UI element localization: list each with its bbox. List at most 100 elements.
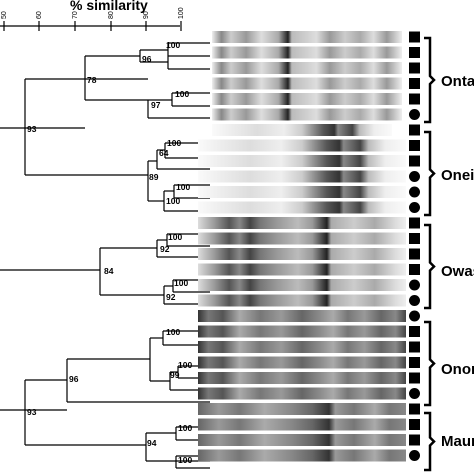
square-marker [409, 341, 420, 353]
scale-tick-label: 90 [143, 11, 150, 19]
node-label: 99 [170, 370, 180, 380]
gel-lanes [198, 31, 406, 462]
gel-lane [212, 62, 402, 74]
circle-marker [409, 279, 420, 291]
circle-marker [409, 202, 420, 213]
gel-lane [212, 46, 402, 59]
group-labels: Onta Oneid Owas Onon Maur [441, 73, 474, 450]
group-label-oneid: Oneid [441, 167, 474, 184]
node-label: 100 [178, 360, 192, 370]
gel-lane [198, 449, 406, 462]
square-marker [409, 47, 420, 58]
scale-tick-label: 60 [36, 11, 43, 19]
gel-lane [198, 294, 406, 307]
group-label-onon: Onon [441, 361, 474, 378]
node-label: 92 [166, 292, 176, 302]
node-label: 100 [166, 327, 180, 337]
node-label: 78 [87, 75, 97, 85]
gel-lane [198, 263, 406, 276]
group-label-owas: Owas [441, 263, 474, 280]
gel-lane [198, 186, 406, 198]
square-marker [409, 326, 420, 337]
node-label: 94 [147, 438, 157, 448]
node-label: 92 [160, 244, 170, 254]
group-label-maur: Maur [441, 433, 474, 450]
node-label: 96 [142, 54, 152, 64]
scale-tick-label: 70 [72, 11, 79, 19]
square-marker [409, 372, 420, 384]
gel-lane [198, 418, 406, 431]
dendrogram-tree [0, 42, 210, 469]
node-label: 93 [27, 407, 37, 417]
circle-marker [409, 171, 420, 182]
gel-lane [198, 170, 406, 183]
node-label: 100 [166, 196, 180, 206]
square-marker [409, 419, 420, 430]
circle-marker [409, 109, 420, 120]
similarity-scale: 50 60 70 80 90 100 [0, 7, 185, 31]
gel-lane [198, 341, 406, 353]
scale-tick-label: 100 [178, 7, 185, 19]
axis-title: % similarity [70, 0, 148, 13]
square-marker [409, 357, 420, 368]
gel-lane [198, 434, 406, 446]
circle-marker [409, 295, 420, 306]
node-label: 100 [178, 423, 192, 433]
gel-lane [198, 155, 406, 167]
gel-lane [212, 31, 402, 43]
gel-lane [198, 279, 406, 291]
gel-lane [198, 325, 406, 338]
square-marker [409, 233, 420, 244]
gel-lane [212, 108, 402, 121]
group-bracket [424, 223, 436, 310]
node-label: 64 [159, 148, 169, 158]
gel-lane [198, 217, 406, 229]
circle-marker [409, 450, 420, 461]
node-label: 93 [27, 124, 37, 134]
gel-lane [198, 387, 406, 400]
square-marker [409, 140, 420, 151]
square-marker [409, 62, 420, 74]
square-marker [409, 217, 420, 229]
square-marker [409, 155, 420, 167]
square-marker [409, 403, 420, 415]
group-bracket [424, 411, 436, 472]
node-label: 100 [178, 455, 192, 465]
gel-lane [198, 139, 406, 152]
group-bracket [424, 130, 436, 217]
gel-lane [212, 77, 402, 90]
gel-lane [198, 232, 406, 245]
node-label: 100 [174, 278, 188, 288]
node-label: 84 [104, 266, 114, 276]
square-marker [409, 124, 420, 136]
isolate-markers [409, 31, 420, 461]
gel-lane [198, 356, 406, 369]
gel-lane [198, 403, 406, 415]
square-marker [409, 31, 420, 43]
square-marker [409, 78, 420, 89]
circle-marker [409, 310, 420, 322]
node-label: 100 [167, 138, 181, 148]
gel-lane [198, 372, 406, 384]
group-bracket [424, 320, 436, 407]
node-label: 100 [176, 182, 190, 192]
node-label: 96 [69, 374, 79, 384]
gel-lane [198, 310, 406, 322]
gel-lane [212, 124, 392, 136]
square-marker [409, 264, 420, 275]
scale-tick-label: 50 [1, 11, 8, 19]
gel-lane [198, 248, 406, 260]
node-label: 100 [168, 232, 182, 242]
gel-lane [198, 201, 406, 214]
square-marker [409, 434, 420, 446]
circle-marker [409, 388, 420, 399]
gel-lane [212, 93, 402, 105]
group-label-onta: Onta [441, 73, 474, 90]
node-support-labels: 100 96 78 100 97 93 100 64 89 100 100 10… [27, 40, 192, 465]
square-marker [409, 93, 420, 105]
scale-tick-label: 80 [108, 11, 115, 19]
node-label: 97 [151, 100, 161, 110]
group-brackets [424, 36, 436, 472]
square-marker [409, 248, 420, 260]
